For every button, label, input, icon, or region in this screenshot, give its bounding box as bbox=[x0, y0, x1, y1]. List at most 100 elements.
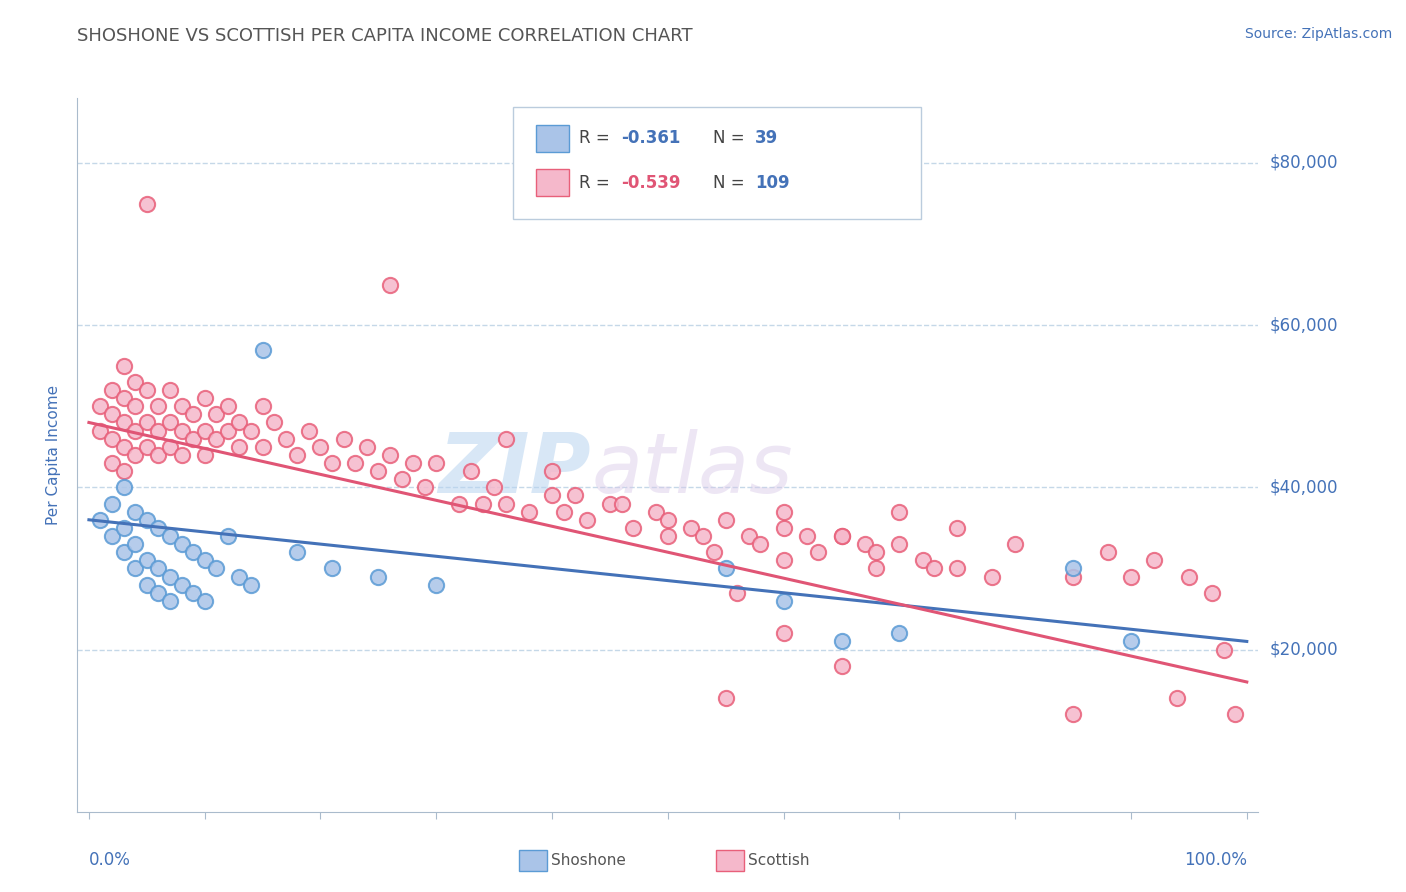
Point bbox=[89, 513, 111, 527]
Point bbox=[1225, 707, 1247, 722]
Point bbox=[831, 529, 853, 543]
Point bbox=[772, 626, 794, 640]
Text: Source: ZipAtlas.com: Source: ZipAtlas.com bbox=[1244, 27, 1392, 41]
Point bbox=[378, 277, 401, 292]
Point bbox=[170, 448, 193, 462]
Text: 0.0%: 0.0% bbox=[89, 851, 131, 869]
Point bbox=[714, 513, 737, 527]
Text: R =: R = bbox=[579, 129, 616, 147]
Point bbox=[807, 545, 830, 559]
Text: $80,000: $80,000 bbox=[1270, 154, 1339, 172]
Point bbox=[413, 480, 436, 494]
Text: -0.361: -0.361 bbox=[621, 129, 681, 147]
Point bbox=[124, 537, 146, 551]
Point bbox=[541, 464, 564, 478]
Point bbox=[344, 456, 367, 470]
Point bbox=[553, 505, 575, 519]
Point bbox=[135, 196, 157, 211]
Point bbox=[495, 497, 517, 511]
Point bbox=[124, 375, 146, 389]
Point bbox=[865, 545, 887, 559]
Y-axis label: Per Capita Income: Per Capita Income bbox=[46, 384, 62, 525]
Point bbox=[714, 561, 737, 575]
Point bbox=[148, 448, 170, 462]
Point bbox=[321, 561, 343, 575]
Point bbox=[181, 586, 204, 600]
Point bbox=[1097, 545, 1119, 559]
Point bbox=[112, 440, 135, 454]
Point bbox=[228, 569, 250, 583]
Text: 109: 109 bbox=[755, 174, 790, 192]
Point bbox=[889, 626, 911, 640]
Point bbox=[124, 505, 146, 519]
Point bbox=[112, 416, 135, 430]
Point bbox=[1062, 569, 1084, 583]
Point bbox=[148, 586, 170, 600]
Point bbox=[124, 399, 146, 413]
Point bbox=[101, 529, 124, 543]
Point bbox=[1062, 561, 1084, 575]
Point bbox=[205, 408, 228, 422]
Point bbox=[946, 561, 969, 575]
Point bbox=[460, 464, 482, 478]
Point bbox=[621, 521, 644, 535]
Point bbox=[378, 448, 401, 462]
Text: atlas: atlas bbox=[591, 429, 793, 509]
Point bbox=[332, 432, 354, 446]
Point bbox=[853, 537, 876, 551]
Point bbox=[831, 658, 853, 673]
Point bbox=[1119, 569, 1142, 583]
Point bbox=[298, 424, 321, 438]
Point bbox=[263, 416, 285, 430]
Point bbox=[194, 553, 217, 567]
Point bbox=[252, 440, 274, 454]
Point bbox=[725, 586, 748, 600]
Point bbox=[181, 408, 204, 422]
Text: -0.539: -0.539 bbox=[621, 174, 681, 192]
Point bbox=[425, 577, 447, 591]
Point bbox=[159, 416, 181, 430]
Text: Scottish: Scottish bbox=[748, 854, 810, 868]
Point bbox=[112, 480, 135, 494]
Point bbox=[1143, 553, 1166, 567]
Point bbox=[135, 553, 157, 567]
Point bbox=[1201, 586, 1223, 600]
Point bbox=[159, 383, 181, 397]
Text: ZIP: ZIP bbox=[439, 429, 591, 509]
Point bbox=[252, 343, 274, 357]
Text: 100.0%: 100.0% bbox=[1184, 851, 1247, 869]
Text: $60,000: $60,000 bbox=[1270, 316, 1339, 334]
Point bbox=[449, 497, 471, 511]
Point bbox=[865, 561, 887, 575]
Point bbox=[692, 529, 714, 543]
Text: $20,000: $20,000 bbox=[1270, 640, 1339, 658]
Point bbox=[101, 456, 124, 470]
Point bbox=[194, 594, 217, 608]
Point bbox=[181, 432, 204, 446]
Point bbox=[101, 408, 124, 422]
Point bbox=[610, 497, 633, 511]
Point bbox=[796, 529, 818, 543]
Text: Shoshone: Shoshone bbox=[551, 854, 626, 868]
Point bbox=[170, 577, 193, 591]
Point bbox=[135, 440, 157, 454]
Point bbox=[738, 529, 761, 543]
Point bbox=[205, 432, 228, 446]
Text: SHOSHONE VS SCOTTISH PER CAPITA INCOME CORRELATION CHART: SHOSHONE VS SCOTTISH PER CAPITA INCOME C… bbox=[77, 27, 693, 45]
Point bbox=[391, 472, 413, 486]
Point bbox=[356, 440, 378, 454]
Point bbox=[657, 529, 679, 543]
Point bbox=[285, 545, 308, 559]
Point bbox=[240, 424, 263, 438]
Point bbox=[112, 521, 135, 535]
Point bbox=[89, 399, 111, 413]
Point bbox=[1062, 707, 1084, 722]
Point bbox=[679, 521, 702, 535]
Point bbox=[274, 432, 297, 446]
Point bbox=[772, 553, 794, 567]
Text: $40,000: $40,000 bbox=[1270, 478, 1339, 496]
Point bbox=[112, 545, 135, 559]
Point bbox=[946, 521, 969, 535]
Point bbox=[228, 416, 250, 430]
Point bbox=[889, 505, 911, 519]
